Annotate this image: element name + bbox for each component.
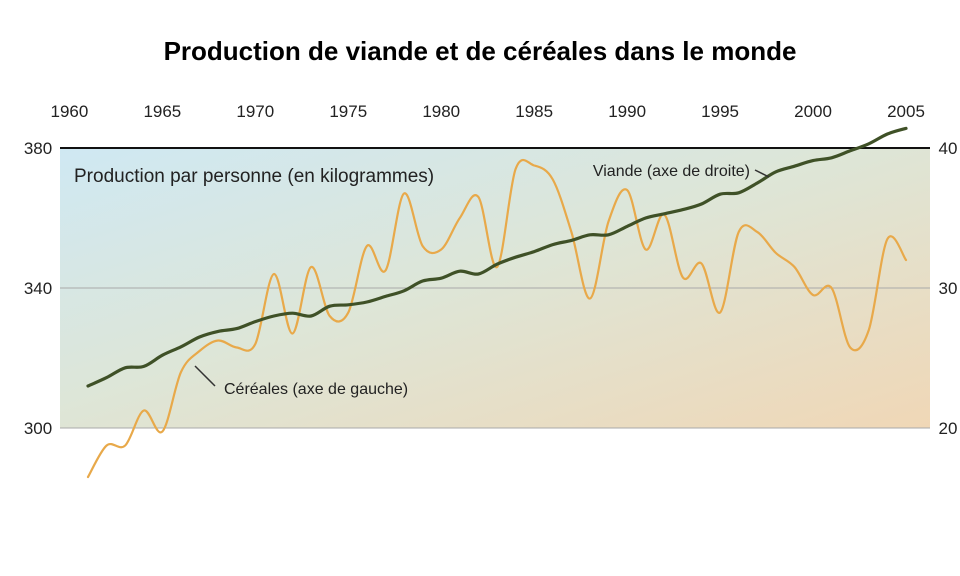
series-line-viande — [86, 126, 908, 388]
series-line-cereales — [86, 158, 908, 479]
left-axis-tick-label: 380 — [24, 139, 52, 158]
left-axis-tick-label: 300 — [24, 419, 52, 438]
x-tick-label: 1965 — [143, 102, 181, 121]
x-tick-label: 1975 — [329, 102, 367, 121]
x-tick-label: 1960 — [50, 102, 88, 121]
right-axis-tick-label: 20 — [939, 419, 958, 438]
x-tick-label: 1970 — [236, 102, 274, 121]
annotation-viande: Viande (axe de droite) — [593, 163, 750, 180]
chart-title: Production de viande et de céréales dans… — [163, 36, 797, 66]
annotation-cereales-leader — [194, 365, 216, 387]
chart-subtitle: Production par personne (en kilogrammes) — [74, 166, 434, 187]
x-tick-label: 1985 — [515, 102, 553, 121]
left-axis-tick-label: 340 — [24, 279, 52, 298]
x-tick-label: 1980 — [422, 102, 460, 121]
x-tick-label: 2005 — [887, 102, 925, 121]
x-tick-label: 1995 — [701, 102, 739, 121]
right-axis-tick-label: 30 — [939, 279, 958, 298]
x-tick-label: 2000 — [794, 102, 832, 121]
annotation-cereales: Céréales (axe de gauche) — [224, 381, 408, 398]
x-tick-label: 1990 — [608, 102, 646, 121]
annotation-viande-leader — [754, 169, 770, 178]
right-axis-tick-label: 40 — [939, 139, 958, 158]
